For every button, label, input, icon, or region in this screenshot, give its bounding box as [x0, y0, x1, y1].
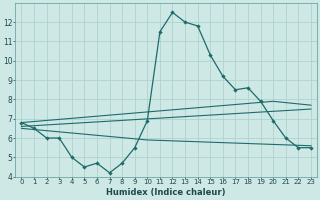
X-axis label: Humidex (Indice chaleur): Humidex (Indice chaleur)	[107, 188, 226, 197]
